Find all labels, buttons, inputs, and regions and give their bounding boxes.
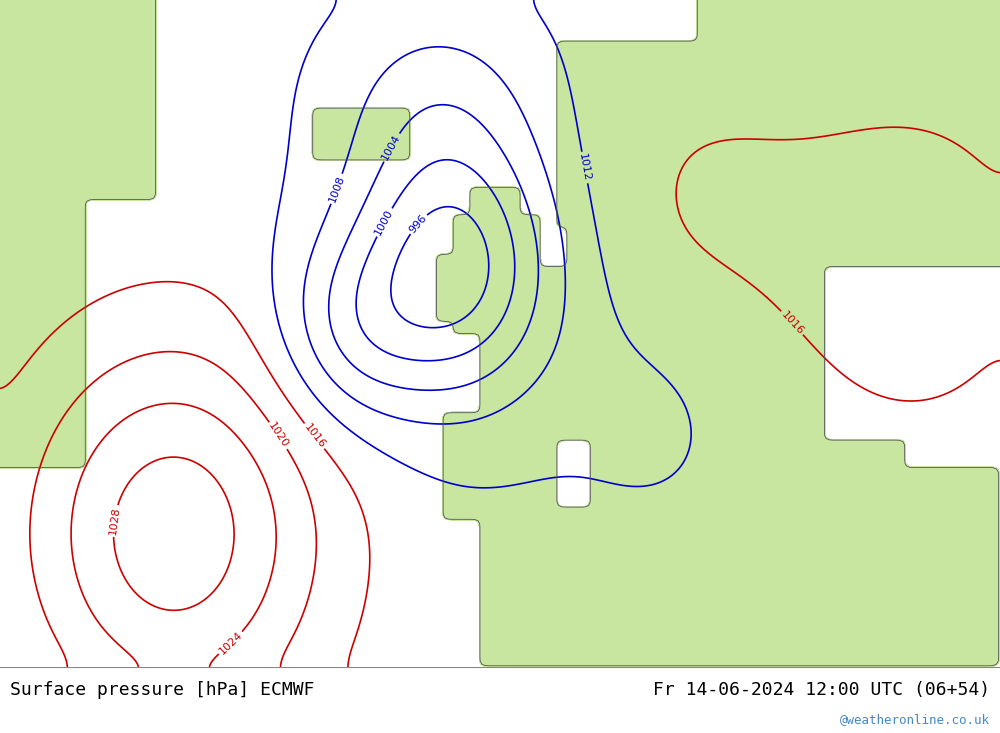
- Text: 1028: 1028: [108, 507, 121, 536]
- Text: 996: 996: [407, 213, 429, 235]
- Text: 1004: 1004: [380, 133, 402, 162]
- Text: @weatheronline.co.uk: @weatheronline.co.uk: [840, 713, 990, 726]
- Text: 1020: 1020: [266, 421, 290, 450]
- Text: Fr 14-06-2024 12:00 UTC (06+54): Fr 14-06-2024 12:00 UTC (06+54): [653, 681, 990, 699]
- Text: 1000: 1000: [373, 207, 395, 237]
- Text: 1016: 1016: [779, 309, 805, 336]
- Text: 1008: 1008: [327, 174, 346, 204]
- Text: 1016: 1016: [302, 422, 327, 450]
- Text: 1024: 1024: [217, 630, 244, 657]
- Text: Surface pressure [hPa] ECMWF: Surface pressure [hPa] ECMWF: [10, 681, 314, 699]
- Text: 1012: 1012: [577, 152, 592, 183]
